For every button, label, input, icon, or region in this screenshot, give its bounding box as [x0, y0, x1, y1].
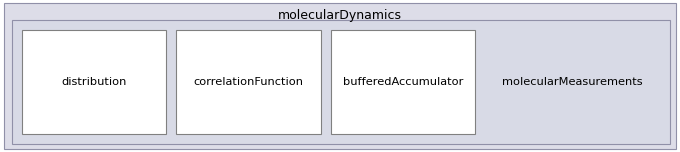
Bar: [176, 30, 321, 134]
Text: correlationFunction: correlationFunction: [194, 77, 303, 87]
Bar: [330, 30, 475, 134]
Bar: [12, 20, 670, 144]
Text: bufferedAccumulator: bufferedAccumulator: [343, 77, 463, 87]
Bar: [22, 30, 167, 134]
Text: molecularDynamics: molecularDynamics: [278, 9, 402, 22]
Text: distribution: distribution: [61, 77, 127, 87]
Text: molecularMeasurements: molecularMeasurements: [503, 77, 643, 87]
